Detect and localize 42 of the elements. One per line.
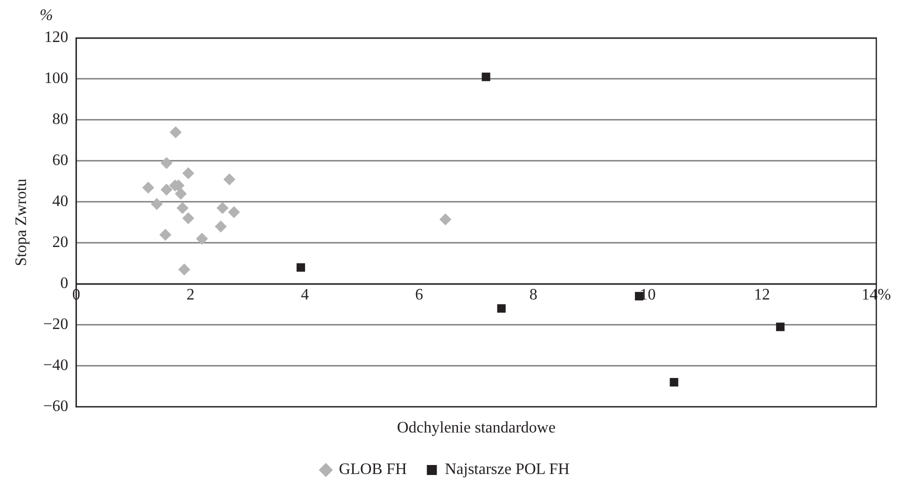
- point: [439, 213, 452, 226]
- y-tick-label: −20: [43, 316, 68, 334]
- point: [196, 232, 208, 245]
- point: [216, 202, 229, 214]
- x-tick-label: 8: [529, 286, 538, 304]
- x-tick-label: 4: [300, 286, 309, 304]
- point: [670, 378, 678, 386]
- legend-label: GLOB FH: [338, 461, 408, 478]
- x-tick-label: 6: [415, 286, 424, 304]
- point: [160, 156, 173, 169]
- y-tick-label: 80: [52, 111, 68, 128]
- point: [228, 206, 240, 218]
- point: [176, 202, 189, 214]
- y-tick-label: −40: [43, 357, 68, 374]
- point: [182, 167, 194, 180]
- x-tick-label: 12: [754, 286, 770, 304]
- y-tick-label: 40: [52, 193, 68, 210]
- point: [178, 264, 190, 276]
- y-tick-label: 120: [44, 29, 68, 46]
- point: [214, 220, 227, 232]
- legend-label: Najstarsze POL FH: [444, 461, 570, 478]
- point: [150, 198, 163, 210]
- point: [174, 188, 187, 200]
- x-axis-title: Odchylenie standardowe: [396, 420, 556, 437]
- text: %: [40, 7, 53, 24]
- point: [160, 184, 173, 196]
- point: [182, 212, 194, 224]
- point: [159, 228, 172, 241]
- point: [296, 263, 306, 272]
- point: [142, 182, 154, 194]
- point: [497, 304, 506, 313]
- y-axis-title: Stopa Zwrotu: [12, 178, 30, 266]
- point: [170, 126, 182, 138]
- point: [223, 173, 236, 186]
- x-tick-label: 2: [186, 286, 195, 304]
- point: [482, 72, 490, 82]
- y-tick-label: 100: [44, 70, 68, 88]
- y-tick-label: 60: [52, 152, 68, 170]
- y-tick-label: 0: [60, 275, 68, 292]
- y-tick-label: 20: [52, 234, 68, 252]
- point: [776, 322, 785, 332]
- y-tick-label: −60: [43, 398, 68, 416]
